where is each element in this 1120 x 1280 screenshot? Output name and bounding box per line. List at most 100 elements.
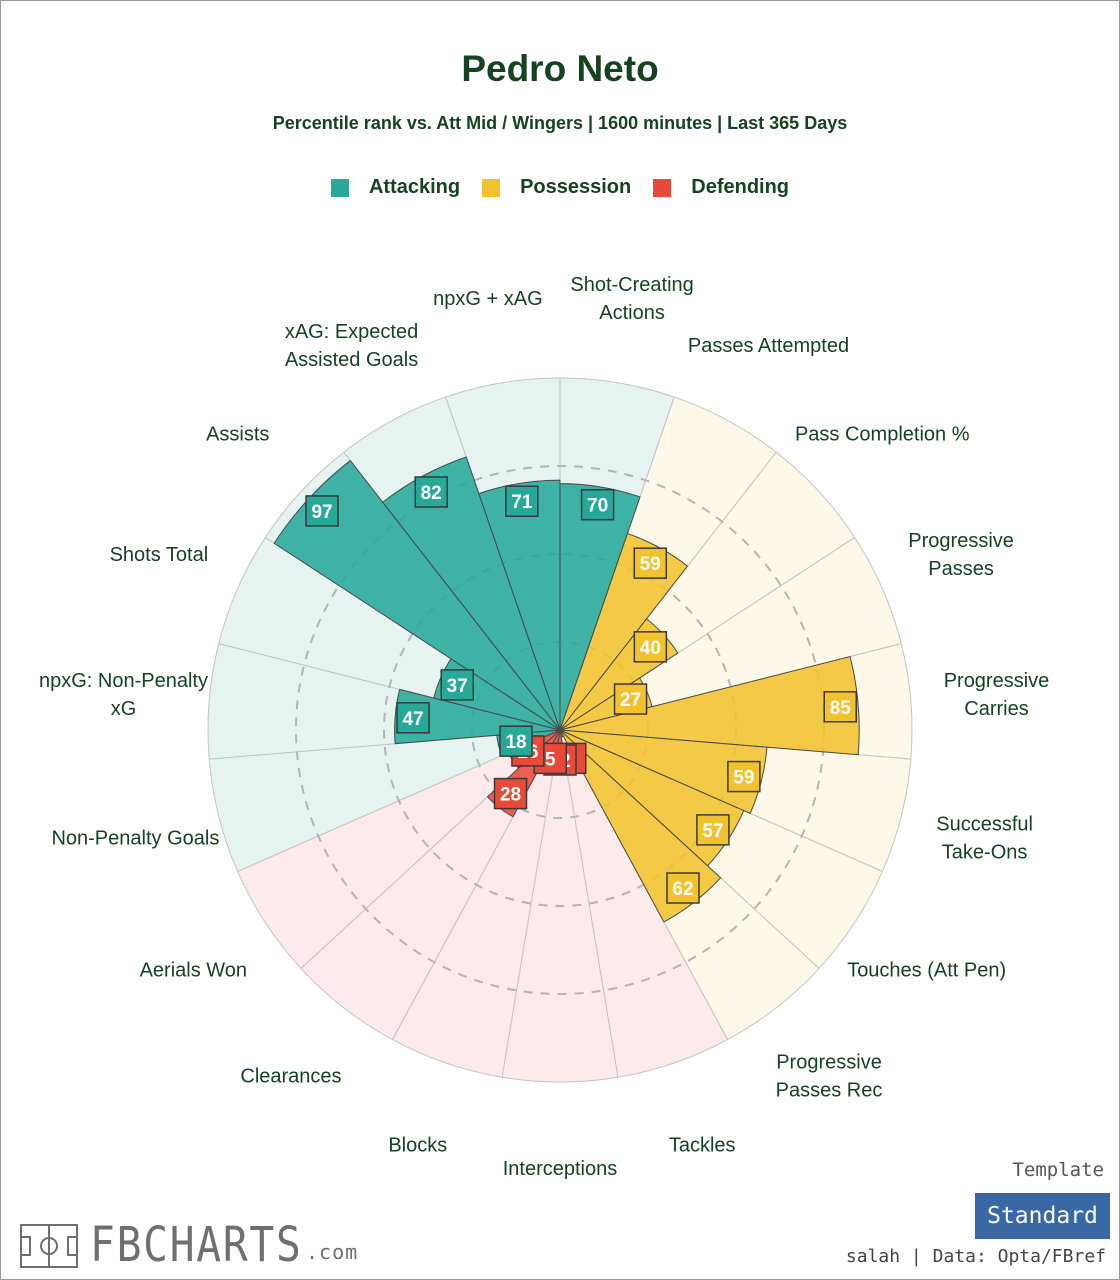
- value-label-box: [414, 476, 448, 508]
- category-label-interceptions: Interceptions: [503, 1158, 618, 1180]
- category-label-clearances: Clearances: [240, 1066, 341, 1088]
- category-label-progressive-carries: Progressive Carries: [944, 670, 1050, 720]
- category-label-line: Progressive: [776, 1052, 882, 1074]
- value-label-text: 71: [511, 492, 533, 513]
- category-label-successful-take-ons: Successful Take-Ons: [936, 814, 1033, 864]
- category-label-tackles: Tackles: [669, 1134, 736, 1156]
- category-label-blocks: Blocks: [388, 1134, 447, 1156]
- category-label-line: Interceptions: [503, 1158, 618, 1180]
- legend-label-defending: Defending: [691, 176, 790, 198]
- value-label-box: [823, 691, 857, 723]
- category-label-non-penalty-goals: Non-Penalty Goals: [51, 828, 219, 850]
- value-label-box: [580, 488, 615, 521]
- value-label-text: 82: [421, 483, 442, 504]
- value-label-progressive-passes-rec: 62: [666, 872, 700, 904]
- category-label-line: xAG: Expected: [285, 321, 418, 343]
- bar-progressive-carries: [559, 655, 860, 756]
- value-label-box: [633, 547, 668, 579]
- value-label-text: 59: [733, 768, 754, 789]
- legend-label-possession: Possession: [520, 176, 632, 198]
- legend-item-possession: Possession: [482, 176, 631, 199]
- category-label-line: Touches (Att Pen): [847, 960, 1006, 982]
- value-label-passes-attempted: 59: [633, 547, 668, 579]
- value-label-box: [499, 725, 533, 757]
- brand-suffix: .com: [306, 1240, 359, 1264]
- category-label-line: Progressive: [944, 670, 1050, 692]
- category-label-line: npxG: Non-Penalty: [39, 670, 208, 692]
- value-label-npxg-non-penalty-xg: 47: [396, 702, 430, 734]
- value-label-text: 27: [620, 690, 641, 711]
- chart-title: Pedro Neto: [461, 48, 659, 89]
- value-labels: 705940278559576221252816184737978271: [305, 476, 857, 904]
- category-label-line: xG: [111, 698, 137, 720]
- category-label-line: Passes Rec: [776, 1080, 883, 1102]
- value-label-box: [696, 814, 730, 846]
- brand-name: FBCHARTS: [90, 1217, 303, 1273]
- category-label-aerials-won: Aerials Won: [140, 960, 247, 982]
- value-label-text: 28: [500, 785, 521, 806]
- value-label-box: [440, 669, 474, 701]
- category-labels: Shot-Creating Actions Passes Attempted Pass…: [39, 274, 1049, 1180]
- value-label-shots-total: 37: [440, 669, 474, 701]
- value-label-box: [493, 777, 528, 810]
- bar-successful-take-ons: [559, 729, 768, 815]
- legend-item-attacking: Attacking: [330, 176, 461, 199]
- category-label-line: Successful: [936, 814, 1033, 836]
- category-label-line: Carries: [964, 698, 1028, 720]
- category-label-shot-creating-actions: Shot-Creating Actions: [570, 274, 693, 324]
- category-label-pass-completion: Pass Completion %: [795, 423, 970, 445]
- bar-xag-expected-assisted-goals: [382, 456, 561, 731]
- legend-swatch-attacking: [330, 178, 349, 197]
- category-label-line: Shot-Creating: [570, 274, 693, 296]
- category-label-npxg-non-penalty-xg: npxG: Non-Penalty xG: [39, 670, 208, 720]
- legend: Attacking Possession Defending: [0, 176, 1120, 199]
- category-label-progressive-passes: Progressive Passes: [908, 530, 1014, 580]
- legend-item-defending: Defending: [653, 176, 789, 199]
- category-label-npxg-xag: npxG + xAG: [433, 288, 543, 310]
- value-label-text: 70: [587, 496, 608, 517]
- value-label-text: 97: [311, 502, 332, 523]
- template-standard-button[interactable]: Standard: [975, 1193, 1110, 1239]
- value-label-assists: 97: [305, 495, 339, 527]
- value-label-text: 85: [830, 698, 852, 719]
- category-label-shots-total: Shots Total: [110, 544, 209, 566]
- value-label-text: 37: [447, 676, 468, 697]
- category-label-line: Tackles: [669, 1134, 736, 1156]
- credit-text: salah | Data: Opta/FBref: [845, 1246, 1106, 1267]
- value-label-progressive-carries: 85: [823, 691, 857, 723]
- category-label-line: Take-Ons: [942, 842, 1028, 864]
- category-label-line: Assists: [206, 423, 269, 445]
- value-label-text: 47: [402, 709, 423, 730]
- category-label-line: Passes: [928, 558, 994, 580]
- category-label-line: Pass Completion %: [795, 423, 970, 445]
- bars: [273, 456, 860, 923]
- bar-passes-attempted: [559, 532, 689, 731]
- category-label-line: npxG + xAG: [433, 288, 543, 310]
- category-label-passes-attempted: Passes Attempted: [688, 335, 849, 357]
- value-label-box: [505, 485, 539, 517]
- legend-swatch-possession: [482, 178, 501, 197]
- value-label-pass-completion: 40: [633, 631, 668, 663]
- value-label-box: [633, 631, 668, 663]
- value-label-touches-att-pen: 57: [696, 814, 730, 846]
- value-label-box: [613, 683, 648, 715]
- chart-subtitle: Percentile rank vs. Att Mid / Wingers | …: [272, 113, 848, 133]
- category-label-assists: Assists: [206, 423, 269, 445]
- value-label-text: 59: [640, 554, 661, 575]
- category-label-line: Actions: [599, 302, 665, 324]
- value-label-text: 40: [640, 638, 661, 659]
- value-label-clearances: 28: [493, 777, 528, 810]
- category-label-line: Aerials Won: [140, 960, 247, 982]
- value-label-text: 57: [702, 821, 723, 842]
- category-label-xag-expected-assisted-goals: xAG: Expected Assisted Goals: [285, 321, 418, 371]
- pitch-logo-icon: [20, 1224, 78, 1268]
- value-label-box: [666, 872, 700, 904]
- value-label-xag-expected-assisted-goals: 82: [414, 476, 448, 508]
- category-label-line: Passes Attempted: [688, 335, 849, 357]
- category-label-line: Blocks: [388, 1134, 447, 1156]
- value-label-successful-take-ons: 59: [727, 760, 761, 793]
- value-label-text: 62: [672, 879, 693, 900]
- category-label-line: Clearances: [240, 1066, 341, 1088]
- legend-label-attacking: Attacking: [368, 176, 461, 198]
